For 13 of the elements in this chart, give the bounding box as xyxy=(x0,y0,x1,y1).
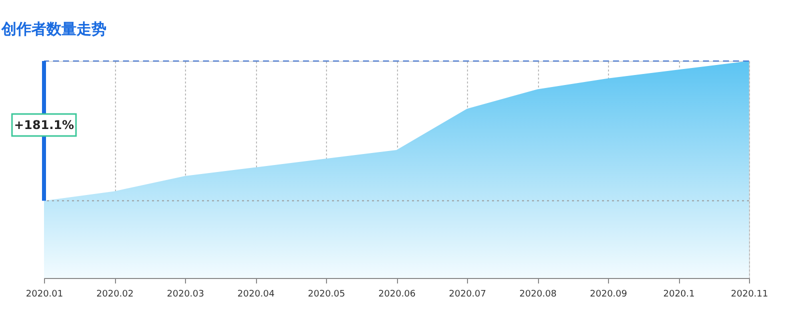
x-tick-label: 2020.05 xyxy=(308,290,346,300)
x-tick-label: 2020.03 xyxy=(166,290,204,300)
x-tick-label: 2020.02 xyxy=(96,290,134,300)
x-tick-label: 2020.06 xyxy=(378,290,416,300)
chart-title: 创作者数量走势 xyxy=(0,20,106,38)
annotation: +181.1% xyxy=(14,118,74,132)
x-tick-label: 2020.01 xyxy=(26,290,64,300)
x-tick-label: 2020.1 xyxy=(663,290,695,300)
x-tick-label: 2020.08 xyxy=(519,290,557,300)
x-tick-label: 2020.09 xyxy=(590,290,628,300)
x-tick-label: 2020.07 xyxy=(448,290,486,300)
x-tick-label: 2020.04 xyxy=(237,290,275,300)
x-tick-label: 2020.11 xyxy=(730,290,768,300)
